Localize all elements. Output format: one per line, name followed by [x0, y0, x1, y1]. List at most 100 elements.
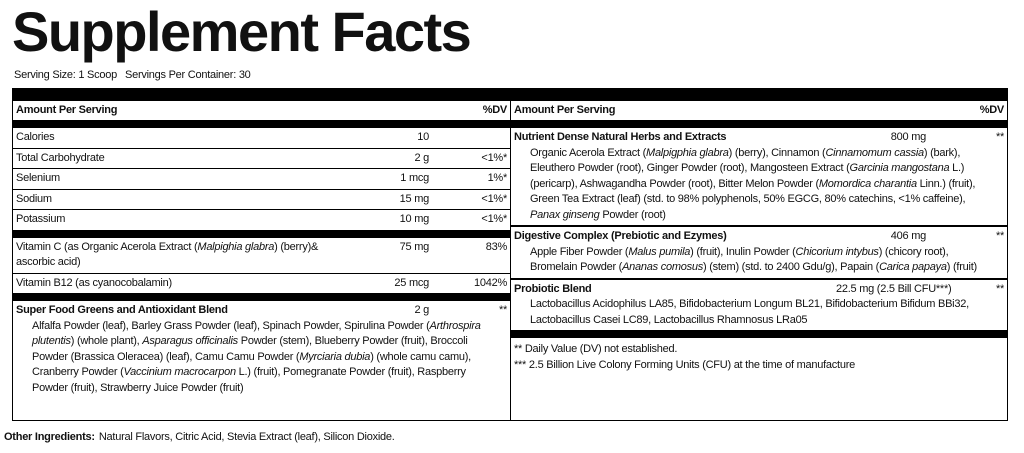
italic-part: Carica papaya [879, 261, 947, 273]
amount: 75 mg [399, 240, 430, 253]
ingredients: Apple Fiber Powder (Malus pumila ) (fruit… [514, 245, 1004, 276]
row-line: Potassium 10 mg <1%* [16, 212, 507, 228]
nutrient-row: Vitamin C (as Organic Acerola Extract (M… [13, 238, 510, 274]
left-column: Amount Per Serving %DV Calories 10 Total Car… [12, 101, 511, 421]
text-part: ) (berry)& ascorbic acid) [16, 240, 319, 269]
footnote: ** Daily Value (DV) not established. [514, 343, 678, 355]
amount: 10 mg [399, 213, 430, 225]
daily-value: <1%* [481, 192, 507, 205]
daily-value: 1042% [473, 276, 507, 289]
row-line: Super Food Greens and Antioxidant Blend 2… [16, 303, 507, 319]
amount: 22.5 mg (2.5 Bill CFU***) [836, 282, 952, 295]
row-line: Vitamin C (as Organic Acerola Extract (M… [16, 240, 507, 271]
divider-bar [511, 120, 1007, 128]
ingredients: Lactobacillus Acidophilus LA85, Bifidoba… [514, 297, 1004, 328]
italic-part: Ananas comosus [622, 261, 703, 273]
row-group: Vitamin C (as Organic Acerola Extract (M… [13, 238, 510, 294]
italic-part: Malpighia glabra [197, 240, 275, 253]
row-line: Calories 10 [16, 130, 507, 146]
amount-header: Amount Per Serving [514, 104, 616, 116]
nutrient-row: Probiotic Blend 22.5 mg (2.5 Bill CFU***)… [511, 280, 1007, 331]
row-line: Nutrient Dense Natural Herbs and Extract… [514, 130, 1004, 146]
column-header: Amount Per Serving %DV [511, 101, 1007, 120]
text-part: L.) (fruit), Pomegranate Powder (fruit),… [32, 366, 466, 394]
title: Supplement Facts [12, 0, 472, 63]
text-part: Lactobacillus Acidophilus LA85, Bifidoba… [530, 298, 969, 326]
nutrient-name: Potassium [16, 213, 66, 225]
row-group: Nutrient Dense Natural Herbs and Extract… [511, 128, 1007, 330]
right-column: Amount Per Serving %DV Nutrient Dense Natu… [510, 101, 1008, 421]
italic-part: Garcinia mangostana [849, 162, 950, 174]
nutrient-name: Vitamin B12 (as cyanocobalamin) [16, 276, 172, 289]
row-group: Super Food Greens and Antioxidant Blend 2… [13, 301, 510, 398]
ingredients: Alfalfa Powder (leaf), Barley Grass Powd… [16, 319, 507, 397]
italic-part: Malus pumila [628, 245, 691, 258]
text-part: Powder (root) [599, 208, 666, 221]
row-group: Calories 10 Total Carbohydrate 2 g <1%* Selen… [13, 128, 510, 230]
daily-value: <1%* [481, 151, 507, 164]
nutrient-name: Calories [16, 131, 55, 143]
italic-part: Myrciaria dubia [299, 350, 371, 363]
other-ingredients: Other Ingredients: Natural Flavors, Citri… [4, 431, 395, 443]
italic-part: Arthrospira plutentis [32, 319, 481, 348]
amount: 2 g [414, 151, 429, 164]
nutrient-name: Probiotic Blend [514, 282, 592, 295]
text-part: ) (fruit) [946, 261, 977, 273]
dv-header: %DV [979, 104, 1005, 116]
serving-size: Serving Size: 1 Scoop [14, 69, 117, 81]
divider-bar [13, 293, 510, 301]
nutrient-row: Nutrient Dense Natural Herbs and Extract… [511, 128, 1007, 227]
text-part: Powder (stem), Blueberry Powder (fruit),… [32, 335, 468, 363]
nutrient-row: Total Carbohydrate 2 g <1%* [13, 149, 510, 169]
text-part: Vitamin C (as Organic Acerola Extract ( [16, 240, 198, 253]
nutrient-row: Digestive Complex (Prebiotic and Ezymes)… [511, 227, 1007, 280]
row-line: Vitamin B12 (as cyanocobalamin) 25 mcg 104… [16, 276, 507, 292]
nutrient-row: Vitamin B12 (as cyanocobalamin) 25 mcg 104… [13, 274, 510, 294]
italic-part: Asparagus officinalis [142, 335, 238, 347]
nutrient-name: Total Carbohydrate [16, 151, 105, 164]
amount: 800 mg [890, 131, 926, 143]
nutrient-row: Sodium 15 mg <1%* [13, 190, 510, 210]
row-line: Probiotic Blend 22.5 mg (2.5 Bill CFU***)… [514, 282, 1004, 298]
text-part: Organic Acerola Extract ( [530, 146, 647, 159]
amount: 2 g [414, 304, 429, 316]
nutrient-name: Selenium [16, 172, 60, 184]
daily-value: 1%* [487, 172, 508, 184]
text-part: ) (chicory root), Bromelain Powder ( [530, 245, 949, 274]
amount: 15 mg [399, 192, 430, 205]
amount-header: Amount Per Serving [16, 104, 118, 116]
daily-value: ** [995, 230, 1004, 242]
amount: 1 mcg [400, 172, 429, 184]
nutrient-row: Selenium 1 mcg 1%* [13, 169, 510, 190]
daily-value: <1%* [481, 213, 507, 225]
text-part: ) (stem) (std. to 2400 Gdu/g), Papain ( [702, 261, 880, 273]
nutrient-name: Nutrient Dense Natural Herbs and Extract… [514, 131, 727, 143]
column-header: Amount Per Serving %DV [13, 101, 510, 120]
daily-value: ** [995, 131, 1004, 143]
divider-bar [13, 229, 510, 238]
amount: 25 mcg [394, 276, 429, 289]
divider-bar [13, 120, 510, 128]
text-part: ) (bark), Eleuthero Powder (root), Ginge… [530, 146, 961, 175]
nutrient-name: Super Food Greens and Antioxidant Blend [16, 304, 228, 316]
divider-bar [511, 330, 1007, 338]
italic-part: Cinnamomum cassia [825, 146, 924, 159]
amount: 406 mg [890, 230, 926, 242]
text-part: ) (whole plant), [70, 335, 143, 347]
daily-value: ** [995, 282, 1004, 295]
footnote: *** 2.5 Billion Live Colony Forming Unit… [514, 359, 855, 371]
italic-part: Chicorium intybus [795, 245, 879, 258]
text-part: L.) (pericarp), Ashwagandha Powder (root… [530, 162, 965, 190]
nutrient-name: Digestive Complex (Prebiotic and Ezymes) [514, 230, 727, 242]
nutrient-row: Super Food Greens and Antioxidant Blend 2… [13, 301, 510, 398]
row-line: Selenium 1 mcg 1%* [16, 171, 507, 187]
other-ingredients-label: Other Ingredients: [4, 431, 95, 443]
daily-value: ** [498, 304, 507, 316]
text-part: ) (berry), Cinnamon ( [728, 146, 826, 159]
other-ingredients-text: Natural Flavors, Citric Acid, Stevia Ext… [98, 431, 395, 443]
ingredients: Organic Acerola Extract (Malpigphia glab… [514, 146, 1004, 224]
text-part: Apple Fiber Powder ( [530, 245, 629, 258]
serving-info: Serving Size: 1 Scoop Servings Per Contai… [14, 69, 251, 81]
amount: 10 [417, 131, 429, 143]
